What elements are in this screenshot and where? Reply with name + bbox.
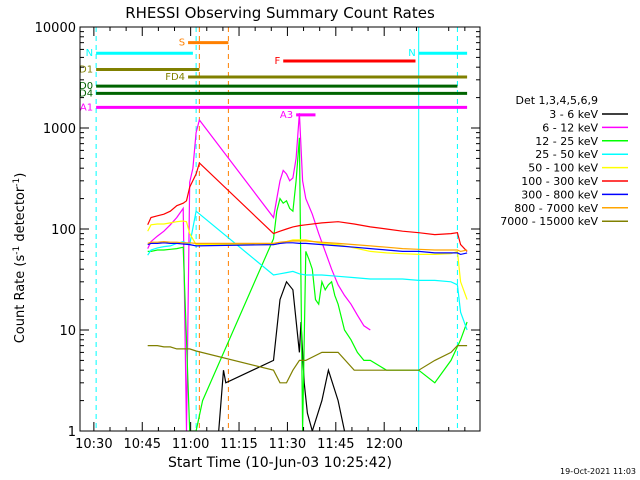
x-tick-label-1: 10:30 xyxy=(75,437,112,452)
y-axis-label: Count Rate (s-1 detector-1) xyxy=(12,173,28,344)
x-tick-label-4: 11:15 xyxy=(220,437,257,452)
legend-label-1: 3 - 6 keV xyxy=(549,108,598,121)
x-tick-label-2: 10:45 xyxy=(124,437,161,452)
flag-label-9: A1 xyxy=(80,102,93,113)
series-line-6 xyxy=(147,161,468,252)
chart-title: RHESSI Observing Summary Count Rates xyxy=(125,4,435,22)
series-line-4 xyxy=(147,210,468,331)
flag-label-10: A3 xyxy=(280,110,293,121)
y-tick-label-4: 1000 xyxy=(43,122,76,137)
y-axis-label-part-2: detector xyxy=(13,186,28,246)
series-line-7 xyxy=(147,242,468,256)
x-tick-label-3: 11:00 xyxy=(172,437,209,452)
x-tick-label-6: 11:45 xyxy=(317,437,354,452)
y-tick-label-2: 10 xyxy=(59,324,76,339)
y-axis-label-sup-1: -1 xyxy=(12,246,22,255)
x-axis-label: Start Time (10-Jun-03 10:25:42) xyxy=(168,455,392,471)
series-line-3 xyxy=(147,137,468,431)
flag-label-6: FD4 xyxy=(165,72,185,83)
y-tick-label-1: 1 xyxy=(68,425,76,440)
series-line-5 xyxy=(147,220,468,300)
y-tick-label-3: 100 xyxy=(51,223,76,238)
flag-label-3: N xyxy=(408,48,415,59)
x-tick-label-5: 11:30 xyxy=(269,437,306,452)
flag-label-1: S xyxy=(179,38,185,49)
legend-title: Det 1,3,4,5,6,9 xyxy=(515,94,598,107)
legend-label-9: 7000 - 15000 keV xyxy=(500,215,598,228)
flag-label-2: N xyxy=(86,48,93,59)
series-line-9 xyxy=(147,345,468,384)
legend-label-5: 50 - 100 keV xyxy=(528,162,598,175)
flag-label-8: RD4 xyxy=(72,88,93,99)
legend-label-7: 300 - 800 keV xyxy=(521,188,598,201)
y-tick-label-5: 10000 xyxy=(35,21,76,36)
series-line-2 xyxy=(147,113,371,431)
x-tick-label-7: 12:00 xyxy=(365,437,402,452)
flag-label-7: RD0 xyxy=(72,81,93,92)
flag-label-5: FD1 xyxy=(73,64,93,75)
legend-label-4: 25 - 50 keV xyxy=(535,148,598,161)
plot-frame xyxy=(79,26,481,432)
legend-label-2: 6 - 12 keV xyxy=(542,121,598,134)
legend-label-3: 12 - 25 keV xyxy=(535,135,598,148)
y-axis-label-part-1: Count Rate (s xyxy=(13,255,28,344)
legend-label-6: 100 - 300 keV xyxy=(521,175,598,188)
series-line-1 xyxy=(218,280,346,431)
flag-label-4: F xyxy=(274,56,280,67)
legend-label-8: 800 - 7000 keV xyxy=(514,202,598,215)
series-line-8 xyxy=(147,240,468,253)
footer-date: 19-Oct-2021 11:03 xyxy=(560,467,636,476)
y-axis-label-sup-2: -1 xyxy=(12,178,22,187)
y-axis-label-part-3: ) xyxy=(13,173,28,178)
